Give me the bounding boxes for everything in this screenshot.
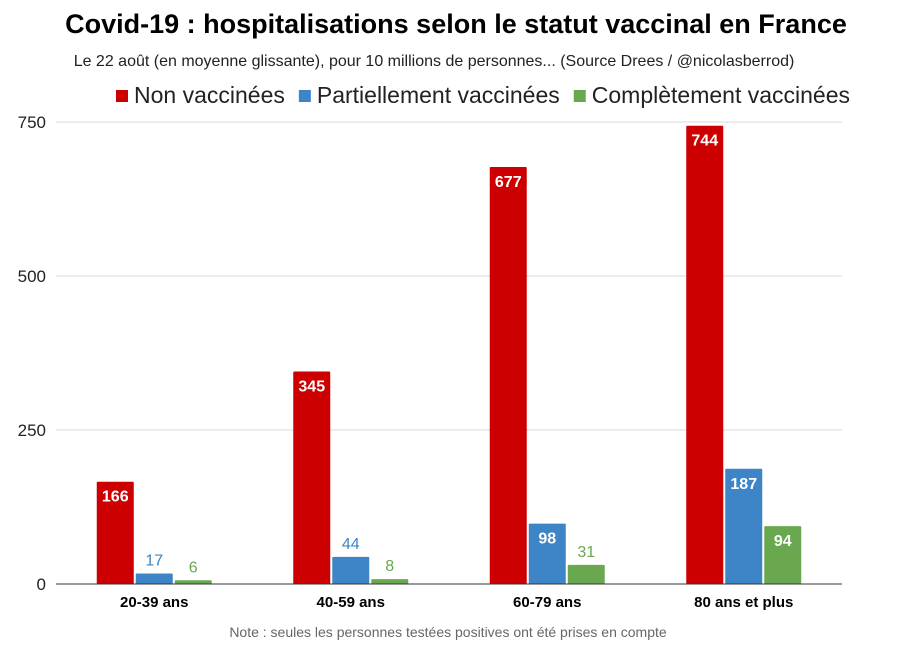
y-tick-label: 0: [37, 575, 46, 594]
data-label: 17: [145, 553, 163, 570]
x-tick-label: 20-39 ans: [120, 594, 188, 611]
bars: [96, 125, 802, 585]
bar-compl-tement-vaccin-es-1: [371, 579, 409, 584]
data-label: 31: [577, 544, 595, 561]
x-axis: 20-39 ans 40-59 ans 60-79 ans 80 ans et plu…: [56, 583, 842, 611]
data-label: 44: [342, 536, 360, 553]
bar-non-vaccin-es-1: [293, 371, 331, 584]
bar-non-vaccin-es-2: [489, 166, 527, 584]
legend-item: Non vaccinées: [116, 82, 285, 108]
data-label: 94: [774, 533, 792, 550]
legend-label: Non vaccinées: [134, 82, 285, 108]
data-label: 345: [298, 378, 325, 395]
x-tick-label: 80 ans et plus: [694, 594, 793, 611]
bar-partiellement-vaccin-es-1: [332, 556, 370, 584]
data-label: 187: [730, 476, 757, 493]
bar-non-vaccin-es-3: [686, 125, 724, 585]
data-label: 6: [189, 559, 198, 576]
bar-partiellement-vaccin-es-0: [135, 573, 173, 584]
y-tick-label: 250: [18, 421, 46, 440]
legend-label: Partiellement vaccinées: [317, 82, 560, 108]
data-label: 98: [538, 531, 556, 548]
bar-compl-tement-vaccin-es-0: [174, 580, 212, 584]
data-label: 166: [102, 489, 129, 506]
bar-partiellement-vaccin-es-3: [725, 468, 763, 584]
legend-item: Complètement vaccinées: [573, 82, 850, 108]
data-labels: 166 17 6 345 44 8 677 98 31 744 187 94: [102, 133, 792, 577]
bar-compl-tement-vaccin-es-2: [567, 564, 605, 584]
y-tick-label: 750: [18, 113, 46, 132]
chart-note: Note : seules les personnes testées posi…: [229, 624, 667, 640]
x-tick-label: 60-79 ans: [513, 594, 581, 611]
legend-swatch: [298, 90, 311, 102]
bar-compl-tement-vaccin-es-3: [764, 526, 802, 584]
data-label: 8: [385, 558, 394, 575]
data-label: 744: [691, 133, 718, 150]
chart-subtitle: Le 22 août (en moyenne glissante), pour …: [74, 53, 795, 70]
legend: Non vaccinées Partiellement vaccinées Comp…: [116, 82, 850, 108]
data-label: 677: [495, 174, 522, 191]
bar-non-vaccin-es-0: [96, 481, 134, 584]
legend-swatch: [573, 90, 586, 102]
legend-swatch: [116, 90, 128, 102]
x-tick-label: 40-59 ans: [317, 594, 385, 611]
legend-label: Complètement vaccinées: [592, 82, 850, 108]
legend-item: Partiellement vaccinées: [298, 82, 560, 108]
chart-title: Covid-19 : hospitalisations selon le sta…: [65, 9, 847, 39]
bar-partiellement-vaccin-es-2: [528, 523, 566, 584]
y-tick-label: 500: [18, 267, 46, 286]
